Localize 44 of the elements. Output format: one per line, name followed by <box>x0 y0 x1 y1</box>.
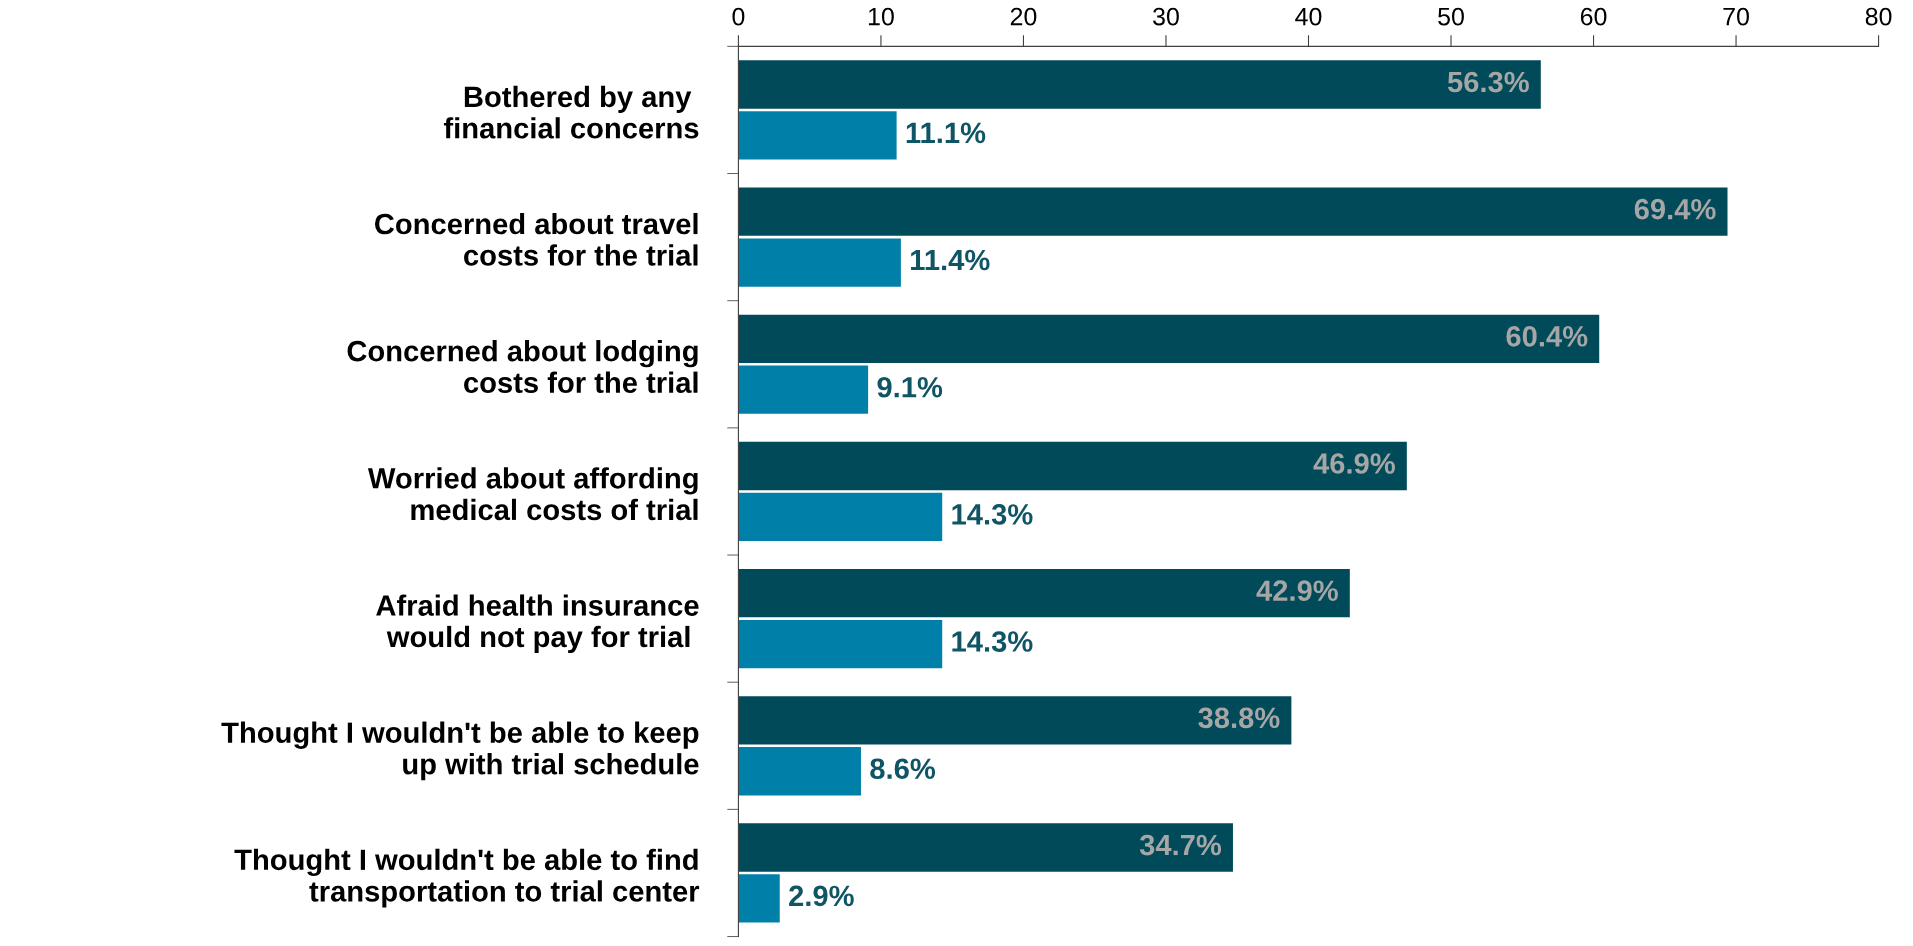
x-tick-label: 30 <box>1153 7 1179 26</box>
bar <box>738 747 861 796</box>
bar <box>738 238 901 287</box>
data-label: 2.9% <box>789 885 854 907</box>
bar <box>738 60 1541 109</box>
data-label: 8.6% <box>870 758 936 780</box>
y-tick-label: Concerned about lodging costs for the trial <box>347 340 698 394</box>
data-label: 56.3% <box>1447 71 1529 93</box>
data-label: 9.1% <box>877 376 943 398</box>
data-label: 46.9% <box>1313 453 1395 474</box>
bar <box>738 314 1600 364</box>
x-tick-label: 0 <box>732 7 745 26</box>
y-tick-label: Concerned about travel costs for the trial <box>374 212 698 266</box>
y-tick-label: Thought I wouldn't be able to keep up with trial schedule <box>221 721 699 781</box>
x-tick-label: 70 <box>1723 7 1749 26</box>
data-label: 42.9% <box>1256 580 1338 602</box>
y-tick-label: Afraid health insurance would not pay for trial <box>376 594 699 654</box>
x-tick-label: 80 <box>1865 7 1892 26</box>
x-tick-label: 10 <box>868 7 894 26</box>
bar <box>738 619 943 669</box>
bar <box>738 874 780 923</box>
bar <box>738 696 1292 745</box>
data-label: 34.7% <box>1139 834 1222 856</box>
x-tick-label: 40 <box>1295 7 1322 26</box>
y-tick-label: Bothered by any financial concerns <box>443 85 699 139</box>
bar <box>738 111 897 160</box>
y-tick-label: Worried about affording medical costs of trial <box>367 467 698 521</box>
x-tick-label: 60 <box>1580 7 1607 26</box>
x-tick-label: 50 <box>1438 7 1464 26</box>
data-label: 14.3% <box>952 504 1033 525</box>
bar <box>738 492 943 542</box>
bar <box>738 365 869 414</box>
data-label: 69.4% <box>1634 198 1716 220</box>
bar <box>738 569 1350 618</box>
data-label: 38.8% <box>1198 707 1280 729</box>
y-tick-label: Thought I wouldn't be able to find transportation to trial center <box>234 848 700 908</box>
bar <box>738 823 1233 872</box>
x-tick-label: 20 <box>1010 7 1037 26</box>
data-label: 11.4% <box>911 249 990 271</box>
data-label: 11.1% <box>906 122 986 144</box>
bar <box>738 187 1728 236</box>
bar <box>738 441 1407 491</box>
data-label: 14.3% <box>952 631 1033 652</box>
data-label: 60.4% <box>1506 326 1588 347</box>
